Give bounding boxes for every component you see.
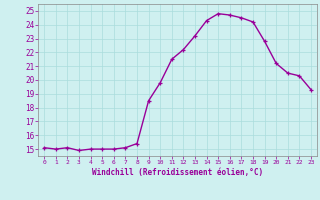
X-axis label: Windchill (Refroidissement éolien,°C): Windchill (Refroidissement éolien,°C) xyxy=(92,168,263,177)
